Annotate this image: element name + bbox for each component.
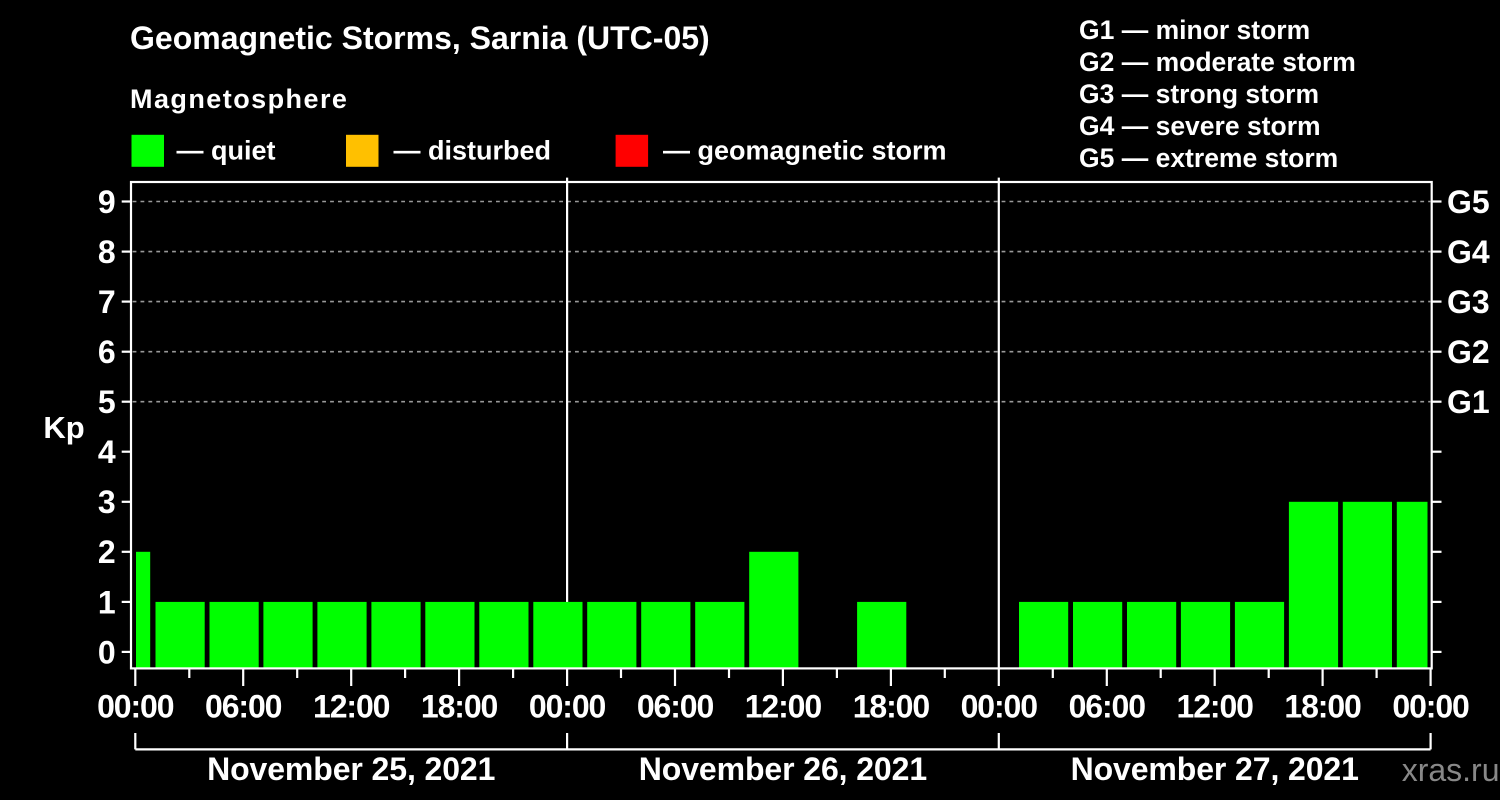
svg-text:00:00: 00:00 <box>1392 688 1469 724</box>
svg-text:8: 8 <box>98 234 116 270</box>
svg-text:7: 7 <box>98 284 116 320</box>
svg-text:06:00: 06:00 <box>637 688 714 724</box>
svg-text:5: 5 <box>98 384 116 420</box>
svg-text:G1: G1 <box>1447 384 1490 420</box>
svg-text:00:00: 00:00 <box>961 688 1038 724</box>
svg-text:18:00: 18:00 <box>421 688 498 724</box>
svg-text:00:00: 00:00 <box>529 688 606 724</box>
svg-text:November 25, 2021: November 25, 2021 <box>207 751 495 787</box>
svg-text:— disturbed: — disturbed <box>394 136 552 166</box>
svg-text:18:00: 18:00 <box>1284 688 1361 724</box>
svg-text:G3: G3 <box>1447 284 1490 320</box>
svg-text:G4 — severe storm: G4 — severe storm <box>1079 111 1321 141</box>
svg-text:G2: G2 <box>1447 334 1490 370</box>
svg-text:G4: G4 <box>1447 234 1490 270</box>
svg-text:06:00: 06:00 <box>1069 688 1146 724</box>
svg-text:06:00: 06:00 <box>205 688 282 724</box>
svg-text:G1 — minor storm: G1 — minor storm <box>1079 15 1310 45</box>
svg-text:Geomagnetic Storms, Sarnia (UT: Geomagnetic Storms, Sarnia (UTC-05) <box>130 20 710 56</box>
svg-text:18:00: 18:00 <box>853 688 930 724</box>
svg-text:— geomagnetic storm: — geomagnetic storm <box>663 136 947 166</box>
svg-text:November 27, 2021: November 27, 2021 <box>1071 751 1359 787</box>
svg-text:6: 6 <box>98 334 116 370</box>
svg-text:G2 — moderate storm: G2 — moderate storm <box>1079 47 1356 77</box>
svg-text:Kp: Kp <box>43 410 84 445</box>
svg-text:00:00: 00:00 <box>97 688 174 724</box>
svg-text:12:00: 12:00 <box>745 688 822 724</box>
svg-text:12:00: 12:00 <box>1177 688 1254 724</box>
svg-text:4: 4 <box>98 434 116 470</box>
svg-text:G5 — extreme storm: G5 — extreme storm <box>1079 143 1338 173</box>
svg-text:2: 2 <box>98 534 116 570</box>
svg-text:3: 3 <box>98 484 116 520</box>
svg-text:12:00: 12:00 <box>313 688 390 724</box>
svg-text:G3 — strong storm: G3 — strong storm <box>1079 79 1319 109</box>
svg-text:1: 1 <box>98 584 116 620</box>
svg-text:— quiet: — quiet <box>177 136 276 166</box>
svg-text:Magnetosphere: Magnetosphere <box>130 84 348 114</box>
svg-text:9: 9 <box>98 184 116 220</box>
svg-text:G5: G5 <box>1447 184 1490 220</box>
svg-text:0: 0 <box>98 634 116 670</box>
svg-text:xras.ru: xras.ru <box>1402 752 1500 788</box>
svg-text:November 26, 2021: November 26, 2021 <box>639 751 927 787</box>
